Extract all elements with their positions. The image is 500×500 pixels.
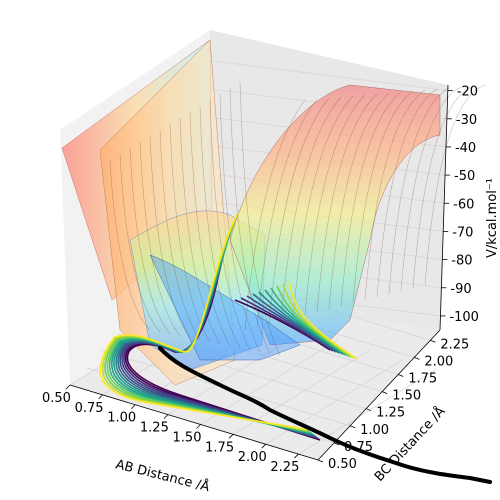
y-tick-label: 0.75 xyxy=(344,440,373,455)
x-tick-mark xyxy=(163,414,169,419)
x-tick-label: 1.25 xyxy=(140,421,169,436)
floor-contours xyxy=(99,213,358,441)
mesh-line xyxy=(304,94,366,316)
mesh-line xyxy=(129,147,171,335)
mesh-line xyxy=(119,153,161,333)
contour-line xyxy=(234,299,331,351)
x-tick-mark xyxy=(196,424,201,429)
y-tick-mark xyxy=(333,442,340,446)
z-tick-label: -20 xyxy=(457,85,478,100)
x-tick-mark xyxy=(65,384,71,390)
x-tick-label: 2.25 xyxy=(270,460,299,475)
y-tick-label: 0.50 xyxy=(328,457,357,472)
y-tick-label: 1.00 xyxy=(360,423,389,438)
contour-line xyxy=(282,283,355,359)
x-tick-label: 2.00 xyxy=(238,450,267,465)
trajectory-line xyxy=(158,346,492,484)
mesh-line xyxy=(340,91,402,307)
mesh-line xyxy=(328,92,390,310)
mesh-line xyxy=(244,99,306,331)
mesh-line xyxy=(268,97,330,325)
contour-line xyxy=(252,293,340,354)
mesh-line xyxy=(209,99,251,351)
contour-line xyxy=(99,213,308,431)
y-tick-mark xyxy=(349,425,356,429)
x-tick-mark xyxy=(294,453,299,459)
mesh-line xyxy=(280,96,342,322)
mesh-line xyxy=(400,86,462,292)
x-tick-mark xyxy=(228,434,234,439)
mesh-line xyxy=(256,98,318,328)
mesh-line xyxy=(352,90,414,304)
x-tick-label: 1.75 xyxy=(205,440,234,455)
y-tick-mark xyxy=(414,356,420,360)
surface-valley xyxy=(129,210,266,371)
x-tick-mark xyxy=(98,394,103,400)
mesh-line xyxy=(364,89,426,301)
energy-surface xyxy=(61,39,441,386)
mesh-line xyxy=(109,159,151,331)
mesh-line xyxy=(149,135,191,339)
y-tick-label: 2.00 xyxy=(424,354,453,369)
x-tick-mark xyxy=(130,404,136,410)
contour-line xyxy=(240,297,334,352)
mesh-line xyxy=(159,129,201,341)
y-tick-label: 1.25 xyxy=(376,406,405,421)
contour-line xyxy=(276,285,352,358)
mesh-line xyxy=(292,95,354,319)
x-tick-label: 0.50 xyxy=(42,391,71,406)
x-tick-label: 1.00 xyxy=(107,411,136,426)
mesh-line xyxy=(219,93,261,353)
z-axis-label: V/kcal.mol⁻¹ xyxy=(485,178,500,258)
z-tick-label: -30 xyxy=(456,113,477,128)
contour-line xyxy=(246,295,337,353)
mesh-line xyxy=(412,85,474,289)
y-tick-mark xyxy=(430,339,436,343)
contour-line xyxy=(258,291,343,355)
y-tick-label: 1.75 xyxy=(408,371,437,386)
y-tick-mark xyxy=(382,391,388,394)
z-tick-label: -100 xyxy=(449,310,479,325)
z-tick-label: -70 xyxy=(452,225,473,240)
mesh-line xyxy=(424,84,486,286)
surface-right-ridge xyxy=(229,84,441,346)
mesh-line xyxy=(316,93,378,313)
x-tick-label: 1.50 xyxy=(173,430,202,445)
mesh-line xyxy=(388,87,450,295)
y-tick-labels: 0.50 0.75 1.00 1.25 1.50 1.75 2.00 2.25 xyxy=(317,337,469,472)
z-tick-label: -90 xyxy=(450,282,471,297)
y-tick-label: 2.25 xyxy=(440,337,469,352)
z-tick-label: -50 xyxy=(454,169,475,184)
mesh-line xyxy=(139,141,181,337)
surface-mesh xyxy=(109,81,486,357)
x-axis-label: AB Distance /Å xyxy=(114,456,211,495)
z-tick-labels: -20 -30 -40 -50 -60 -70 -80 -90 -100 xyxy=(440,85,479,325)
y-tick-label: 1.50 xyxy=(392,389,421,404)
grid-line-z xyxy=(209,60,448,92)
surface-front-fold xyxy=(149,254,301,361)
contour-line xyxy=(264,289,346,356)
mesh-line xyxy=(189,111,231,347)
contour-line xyxy=(288,281,358,360)
grid-line-x xyxy=(298,368,437,455)
mesh-line xyxy=(229,87,271,355)
contour-line xyxy=(270,287,349,357)
y-tick-mark xyxy=(398,374,404,377)
x-tick-mark xyxy=(261,443,267,449)
z-tick-label: -40 xyxy=(455,141,476,156)
axis-lines xyxy=(69,84,449,461)
y-tick-mark xyxy=(317,459,324,463)
y-tick-mark xyxy=(366,408,372,412)
mesh-line xyxy=(376,88,438,298)
z-tick-label: -60 xyxy=(453,197,474,212)
mesh-line xyxy=(179,117,221,345)
z-tick-label: -80 xyxy=(451,254,472,269)
mesh-line xyxy=(239,81,281,357)
x-tick-label: 0.75 xyxy=(75,401,104,416)
mesh-line xyxy=(199,105,241,349)
x-tick-labels: 0.50 0.751.00 1.25 1.501.75 2.002.25 xyxy=(42,384,299,475)
